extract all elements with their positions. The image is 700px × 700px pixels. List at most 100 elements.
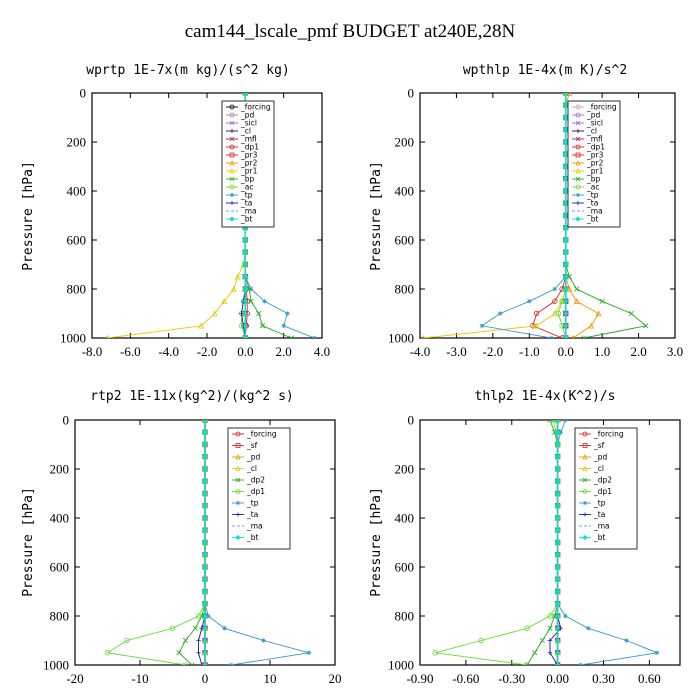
data-point_bt (242, 93, 249, 96)
legend-marker_pr1 (229, 168, 235, 174)
panel-wprtp: wprtp 1E-7x(m kg)/(s^2 kg) Pressure [hPa… (21, 63, 330, 359)
legend-entry_mfl: _mfl (586, 135, 603, 144)
x-tick-label: 0.0 (237, 344, 253, 359)
data-point_tp (497, 311, 503, 316)
data-point_tp (552, 286, 558, 292)
legend-marker_bt (235, 534, 241, 541)
y-tick-label: 400 (395, 511, 415, 526)
legend: _forcing_pd_sicl_cl_mfl_dp1_pr3_pr2_pr1_… (221, 100, 275, 228)
data-point_pr2 (573, 298, 580, 304)
legend-entry_sf: _sf (246, 441, 258, 450)
data-point_tp (285, 311, 290, 316)
data-point_dp1 (432, 650, 438, 656)
panel-wpthlp: wpthlp 1E-4x(m K)/s^2 Pressure [hPa] -4.… (369, 63, 683, 359)
data-point_pr1 (221, 298, 228, 304)
legend-marker_cl (576, 129, 580, 133)
data-point_dp2 (192, 625, 198, 631)
x-tick-label: -0.30 (498, 671, 525, 686)
x-tick-label: 0.0 (558, 344, 574, 359)
legend-marker_dp1 (575, 144, 581, 150)
y-tick-label: 400 (395, 184, 415, 199)
series-group (104, 420, 312, 665)
legend-marker_bt (575, 216, 581, 222)
data-point_pr1 (533, 322, 540, 329)
data-point_pr1 (234, 273, 241, 280)
data-point_bt (562, 200, 569, 207)
y-tick-label: 200 (395, 462, 415, 477)
legend-marker_pr3 (575, 152, 581, 158)
y-tick-label: 1000 (388, 658, 414, 673)
legend-marker_pr3 (229, 152, 235, 158)
data-point_dp1 (169, 625, 176, 631)
data-point_bt (202, 539, 208, 546)
data-point_bt (202, 466, 208, 472)
data-point_dp2 (176, 650, 182, 656)
data-point_pr2 (566, 93, 573, 96)
x-tick-label: 4.0 (314, 344, 330, 359)
legend-entry_pr3: _pr3 (240, 151, 258, 160)
data-point_bt (554, 551, 561, 558)
legend-entry_cl: _cl (240, 127, 251, 136)
legend-entry_ta: _ta (240, 199, 252, 208)
data-point_bt (562, 310, 569, 317)
data-point_bt (554, 649, 561, 656)
data-point_bt (554, 625, 561, 632)
legend-marker_tp (236, 501, 240, 505)
data-point_bt (554, 576, 561, 583)
data-point_bt (562, 273, 569, 280)
data-point_tp (585, 625, 591, 631)
data-point_bt (562, 298, 569, 305)
y-axis-label: Pressure [hPa] (369, 161, 384, 271)
data-point_bt (242, 237, 249, 243)
data-point_bt (554, 490, 561, 497)
data-point_bt (242, 273, 249, 280)
x-tick-label: 0.30 (592, 671, 615, 686)
legend-entry_tp: _tp (586, 191, 599, 200)
data-point_bp (574, 286, 580, 292)
legend-marker_ac (575, 184, 581, 190)
y-tick-label: 400 (50, 511, 70, 526)
legend-marker_bp (575, 176, 581, 182)
data-point_dp2 (539, 637, 545, 644)
legend-marker_pd (235, 454, 241, 460)
legend-marker_pd (575, 112, 581, 118)
legend-entry_pr2: _pr2 (240, 159, 258, 168)
legend-marker_tp (230, 193, 234, 197)
legend-entry_cl: _cl (593, 464, 604, 473)
data-point_bt (562, 212, 569, 219)
y-tick-label: 200 (395, 135, 415, 150)
x-tick-label: -10 (131, 671, 148, 686)
data-point_tp (624, 638, 629, 643)
legend-entry_cl: _cl (246, 464, 257, 473)
data-point_bt (562, 335, 569, 338)
data-point_bt (562, 93, 569, 96)
legend-entry_bp: _bp (586, 175, 601, 184)
data-point_dp1 (182, 662, 189, 665)
data-point_bt (202, 441, 208, 448)
legend-entry_sicl: _sicl (240, 119, 257, 128)
y-tick-label: 0 (408, 86, 415, 101)
data-point_bt (242, 249, 249, 256)
data-point_bt (554, 466, 561, 472)
data-point_bt (562, 151, 569, 158)
data-point_bt (562, 139, 569, 145)
data-point_dp2 (547, 625, 553, 631)
data-point_dp1 (524, 625, 530, 631)
data-point_bt (202, 576, 208, 583)
x-tick-label: -2.0 (483, 344, 504, 359)
data-point_bt (202, 490, 208, 497)
data-point_ta (547, 650, 553, 656)
legend-marker_tp (576, 193, 580, 197)
x-tick-label: -2.0 (197, 344, 218, 359)
legend-marker_dp1 (235, 489, 241, 494)
x-tick-label: 0.00 (546, 671, 569, 686)
data-point_bp (248, 298, 254, 304)
legend-marker_forcing (229, 104, 235, 110)
data-point_bt (562, 114, 569, 121)
legend-entry_ta: _ta (246, 510, 258, 519)
x-tick-label: -0.60 (452, 671, 479, 686)
legend-marker_sf (582, 443, 588, 448)
x-tick-label: -20 (66, 671, 83, 686)
data-point_dp1 (124, 637, 130, 644)
x-tick-label: 0 (202, 671, 209, 686)
